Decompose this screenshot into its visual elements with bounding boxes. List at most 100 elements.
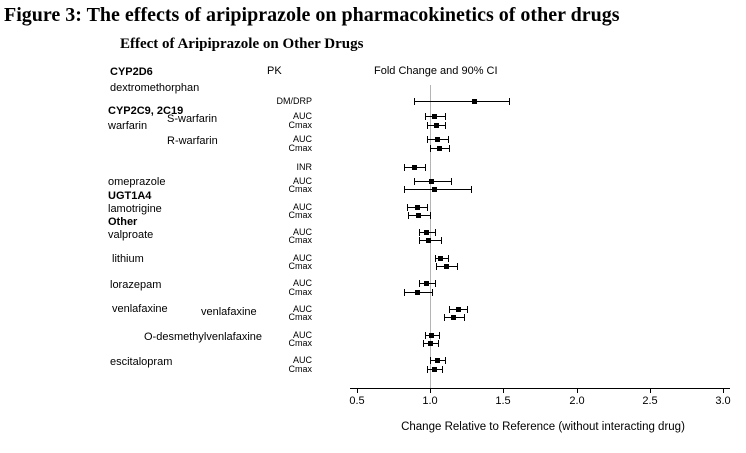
ci-cap-high	[445, 357, 446, 364]
pk-label: AUC	[292, 176, 312, 186]
ci-cap-low	[404, 186, 406, 193]
ci-cap-high	[471, 186, 473, 193]
axis-tick	[357, 388, 358, 393]
drug-label: S-warfarin	[167, 113, 218, 125]
drug-label: venlafaxine	[112, 303, 168, 315]
pk-label: DM/DRP	[276, 96, 313, 106]
point-estimate	[432, 113, 438, 119]
chart-title: Effect of Aripiprazole on Other Drugs	[120, 36, 364, 52]
ci-cap-low	[404, 289, 406, 296]
ci-cap-high	[447, 255, 449, 262]
pk-label: AUC	[292, 134, 312, 144]
point-estimate	[436, 145, 442, 151]
enzyme-group-label: CYP2D6	[110, 66, 153, 78]
ci-cap-low	[427, 366, 429, 373]
ci-cap-low	[430, 357, 432, 364]
point-estimate	[414, 204, 420, 210]
axis-tick	[650, 388, 651, 393]
ci-line	[404, 189, 472, 190]
point-estimate	[471, 98, 477, 104]
figure-title: Figure 3: The effects of aripiprazole on…	[4, 4, 620, 26]
ci-cap-low	[436, 263, 438, 270]
drug-label: dextromethorphan	[110, 82, 200, 94]
pk-column-header: PK	[267, 65, 282, 77]
axis-tick	[723, 388, 724, 393]
point-estimate	[433, 122, 439, 128]
axis-tick-label: 1.0	[422, 395, 438, 407]
ci-cap-low	[404, 164, 406, 171]
point-estimate	[414, 289, 420, 295]
point-estimate	[435, 136, 441, 142]
pk-label: AUC	[292, 355, 312, 365]
point-estimate	[432, 186, 438, 192]
ci-cap-low	[443, 314, 445, 321]
enzyme-group-label: CYP2C9, 2C19	[108, 105, 184, 117]
point-estimate	[416, 212, 422, 218]
pk-label: Cmax	[288, 210, 312, 220]
ci-cap-high	[445, 122, 446, 129]
axis-tick-label: 2.5	[642, 395, 658, 407]
drug-label: R-warfarin	[167, 135, 218, 147]
point-estimate	[429, 332, 435, 338]
pk-label: Cmax	[288, 338, 312, 348]
ci-cap-low	[414, 178, 416, 185]
ci-cap-high	[424, 164, 426, 171]
ci-cap-low	[430, 145, 432, 152]
axis-tick-label: 0.5	[349, 395, 365, 407]
pk-label: Cmax	[288, 364, 312, 374]
drug-label: warfarin	[108, 120, 148, 132]
ci-cap-low	[424, 332, 426, 339]
point-estimate	[426, 237, 432, 243]
ci-cap-high	[434, 280, 436, 287]
drug-label: venlafaxine	[201, 306, 257, 318]
ci-cap-low	[449, 306, 451, 313]
pk-label: AUC	[292, 278, 312, 288]
ci-cap-high	[437, 340, 439, 347]
pk-label: AUC	[292, 227, 312, 237]
drug-label: valproate	[108, 229, 154, 241]
ci-cap-high	[456, 263, 458, 270]
ci-cap-low	[418, 237, 420, 244]
ci-cap-high	[464, 314, 465, 321]
axis-tick-label: 3.0	[715, 395, 731, 407]
point-estimate	[435, 357, 441, 363]
axis-tick	[503, 388, 504, 393]
ci-cap-high	[466, 306, 468, 313]
pk-label: Cmax	[288, 287, 312, 297]
ci-cap-high	[430, 212, 432, 219]
drug-label: lithium	[112, 253, 144, 265]
pk-label: Cmax	[288, 235, 312, 245]
point-estimate	[427, 340, 433, 346]
pk-label: AUC	[292, 330, 312, 340]
axis-tick-label: 1.5	[495, 395, 511, 407]
ci-cap-high	[450, 178, 452, 185]
ci-cap-high	[442, 366, 444, 373]
ci-cap-low	[408, 212, 410, 219]
point-estimate	[429, 178, 435, 184]
ci-cap-high	[509, 98, 511, 105]
drug-label: lorazepam	[110, 279, 162, 291]
axis-tick	[577, 388, 578, 393]
point-estimate	[423, 229, 429, 235]
ci-cap-low	[418, 229, 420, 236]
point-estimate	[411, 164, 417, 170]
ci-cap-low	[434, 255, 436, 262]
pk-label: Cmax	[288, 120, 312, 130]
point-estimate	[432, 366, 438, 372]
point-estimate	[451, 314, 457, 320]
pk-label: Cmax	[288, 261, 312, 271]
pk-label: Cmax	[288, 312, 312, 322]
ci-cap-high	[440, 237, 442, 244]
reference-line	[430, 85, 431, 388]
pk-label: AUC	[292, 202, 312, 212]
drug-label: lamotrigine	[108, 203, 162, 215]
ci-cap-low	[427, 122, 429, 129]
point-estimate	[455, 306, 461, 312]
point-estimate	[443, 263, 449, 269]
pk-label: AUC	[292, 253, 312, 263]
axis-tick-label: 2.0	[569, 395, 585, 407]
drug-label: O-desmethylvenlafaxine	[144, 331, 263, 343]
ci-cap-high	[434, 229, 436, 236]
point-estimate	[423, 280, 429, 286]
